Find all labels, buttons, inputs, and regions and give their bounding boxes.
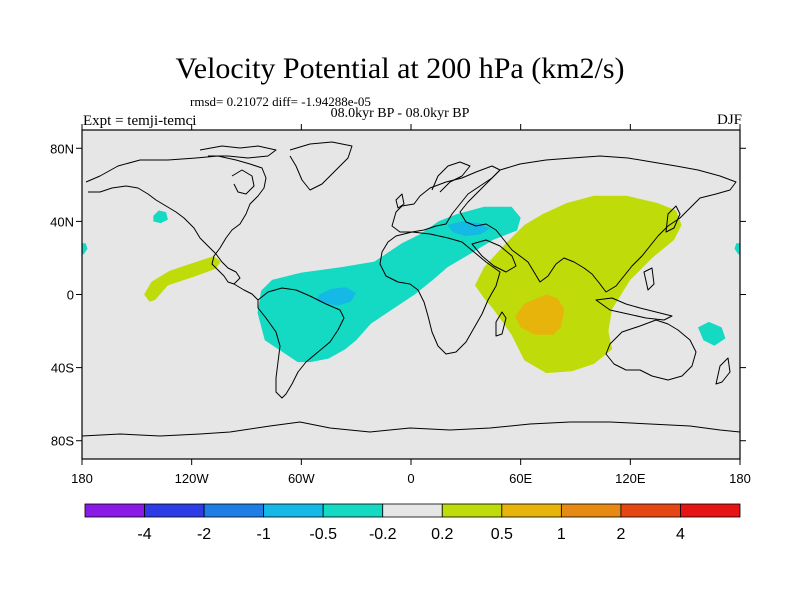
colorbar-swatch	[84, 503, 145, 518]
negative-region-dateline-east	[82, 243, 88, 255]
colorbar-swatch	[620, 503, 681, 518]
coastline-europe	[391, 165, 501, 233]
coastline-scandinavia	[431, 161, 471, 193]
coastline-africa	[379, 231, 501, 355]
colorbar-swatch	[382, 503, 443, 518]
colorbar-swatch	[501, 503, 562, 518]
lat-tick-label: 80S	[51, 434, 74, 449]
coastline-central-america	[233, 283, 259, 301]
lon-tick-label: 180	[71, 471, 93, 486]
coastline-south-america	[257, 287, 345, 399]
colorbar-swatch	[560, 503, 622, 518]
colorbar-swatch	[203, 503, 265, 518]
coastline-arctic-islands	[199, 145, 277, 159]
colorbar-swatch	[322, 503, 384, 518]
chart-title: Velocity Potential at 200 hPa (km2/s)	[175, 52, 625, 85]
coastline-arabia	[471, 239, 517, 273]
coastline-asia	[459, 155, 737, 293]
coastline-madagascar	[495, 311, 507, 337]
colorbar-swatch	[263, 503, 324, 518]
coastline-greenland	[289, 141, 353, 191]
lon-tick-label: 120E	[615, 471, 646, 486]
colorbar-label: -0.5	[309, 526, 337, 543]
season-label: DJF	[716, 112, 742, 128]
stats-line: rmsd= 0.21072 diff= -1.94288e-05	[190, 94, 371, 109]
lat-tick-label: 80N	[50, 141, 74, 156]
colorbar-label: -0.2	[369, 526, 397, 543]
colorbar-label: 0.2	[431, 526, 453, 543]
colorbar-label: -4	[137, 526, 151, 543]
negative-region-south-pacific	[698, 321, 726, 346]
negative-region-south-america-core	[316, 287, 357, 306]
chart-subtitle: 08.0kyr BP - 08.0kyr BP	[330, 106, 470, 121]
coastline-antarctica	[82, 421, 740, 437]
coastline-north-america	[85, 155, 267, 285]
coastline-japan	[665, 205, 681, 233]
lat-tick-label: 40S	[51, 361, 74, 376]
colorbar-label: 4	[676, 526, 685, 543]
negative-region-dateline-west	[734, 243, 740, 255]
colorbar-swatch	[144, 503, 205, 518]
lat-tick-label: 40N	[50, 214, 74, 229]
coastline-indonesia	[595, 297, 673, 321]
negative-region-main	[257, 206, 521, 363]
lon-tick-label: 0	[407, 471, 414, 486]
positive-region-indian-ocean-core	[515, 294, 565, 335]
colorbar-label: 0.5	[491, 526, 513, 543]
colorbar-swatch	[441, 503, 503, 518]
positive-region-east-pacific	[144, 256, 221, 302]
coastline-hudson-bay	[231, 169, 255, 195]
negative-region-north-pacific	[153, 210, 168, 224]
colorbar: -4 -2 -1 -0.5 -0.2 0.2 0.5 1 2 4	[84, 503, 741, 543]
coastline-new-zealand	[715, 357, 731, 385]
colorbar-swatch	[680, 503, 741, 518]
coastlines	[82, 141, 740, 437]
experiment-label: Expt = temji-temci	[83, 113, 197, 129]
coastline-british-isles	[395, 193, 405, 209]
longitude-axis: 180 120W 60W 0 60E 120E 180	[71, 124, 751, 486]
lon-tick-label: 120W	[175, 471, 210, 486]
colorbar-label: -2	[197, 526, 211, 543]
colorbar-label: 2	[616, 526, 625, 543]
lat-tick-label: 0	[67, 288, 74, 303]
coastline-philippines	[643, 267, 655, 291]
lon-tick-label: 180	[729, 471, 751, 486]
colorbar-label: 1	[557, 526, 566, 543]
colorbar-label: -1	[257, 526, 271, 543]
lon-tick-label: 60W	[288, 471, 315, 486]
lon-tick-label: 60E	[509, 471, 532, 486]
latitude-axis: 80N 40N 0 40S 80S	[50, 141, 746, 449]
coastline-australia	[605, 319, 697, 381]
contour-regions	[82, 195, 740, 374]
